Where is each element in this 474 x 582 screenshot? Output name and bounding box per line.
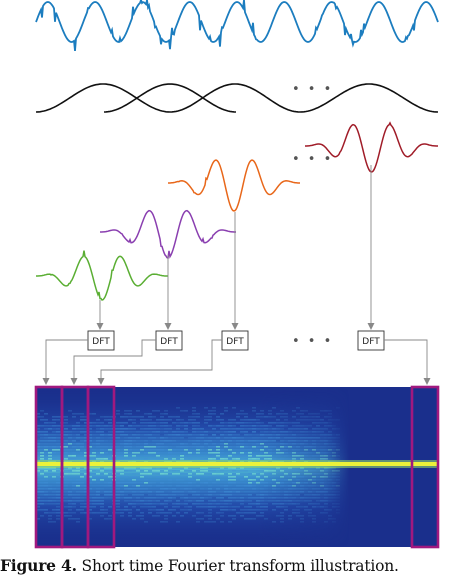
window-curve-1: [35, 83, 171, 113]
window-curve-3: [169, 83, 301, 113]
dft-label-4: DFT: [362, 337, 380, 347]
window-functions: [35, 83, 439, 113]
window-ellipsis: • • •: [292, 82, 333, 97]
dft-box-4: DFT: [357, 330, 385, 351]
dft-ellipsis: • • •: [292, 334, 333, 349]
frame-to-dft-connectors: [96, 165, 375, 330]
window-curve-2: [103, 83, 237, 113]
connector-dft-3: [97, 339, 222, 385]
spectrogram-column-3: [86, 385, 116, 549]
spectrogram-fundamental-band: [36, 462, 438, 466]
caption-text: Short time Fourier transform illustratio…: [76, 557, 399, 575]
dft-box-3: DFT: [221, 330, 249, 351]
input-signal-waveform: [35, 0, 439, 51]
frame-ellipsis: • • •: [292, 152, 333, 167]
connector-dft-1: [42, 339, 88, 385]
dft-label-3: DFT: [226, 337, 244, 347]
dft-label-1: DFT: [92, 337, 110, 347]
connector-dft-4: [384, 339, 431, 385]
windowed-frame-2: [100, 209, 236, 260]
dft-box-2: DFT: [155, 330, 183, 351]
dft-box-1: DFT: [87, 330, 115, 351]
dft-label-2: DFT: [160, 337, 178, 347]
dft-to-spectrogram-connectors: [42, 339, 431, 385]
connector-dft-2: [70, 339, 156, 385]
caption-label: Figure 4.: [0, 556, 77, 575]
windowed-frame-1: [36, 250, 168, 301]
stft-diagram: • • • • • • DFT DFT DFT DFT • • •: [34, 0, 440, 549]
figure-caption: Figure 4. Short time Fourier transform i…: [0, 556, 474, 575]
spectrogram-column-last: [410, 385, 440, 549]
windowed-frame-4: [305, 121, 438, 173]
window-curve-4: [299, 83, 439, 113]
windowed-frame-3: [168, 159, 300, 212]
spectrogram: [34, 385, 440, 549]
